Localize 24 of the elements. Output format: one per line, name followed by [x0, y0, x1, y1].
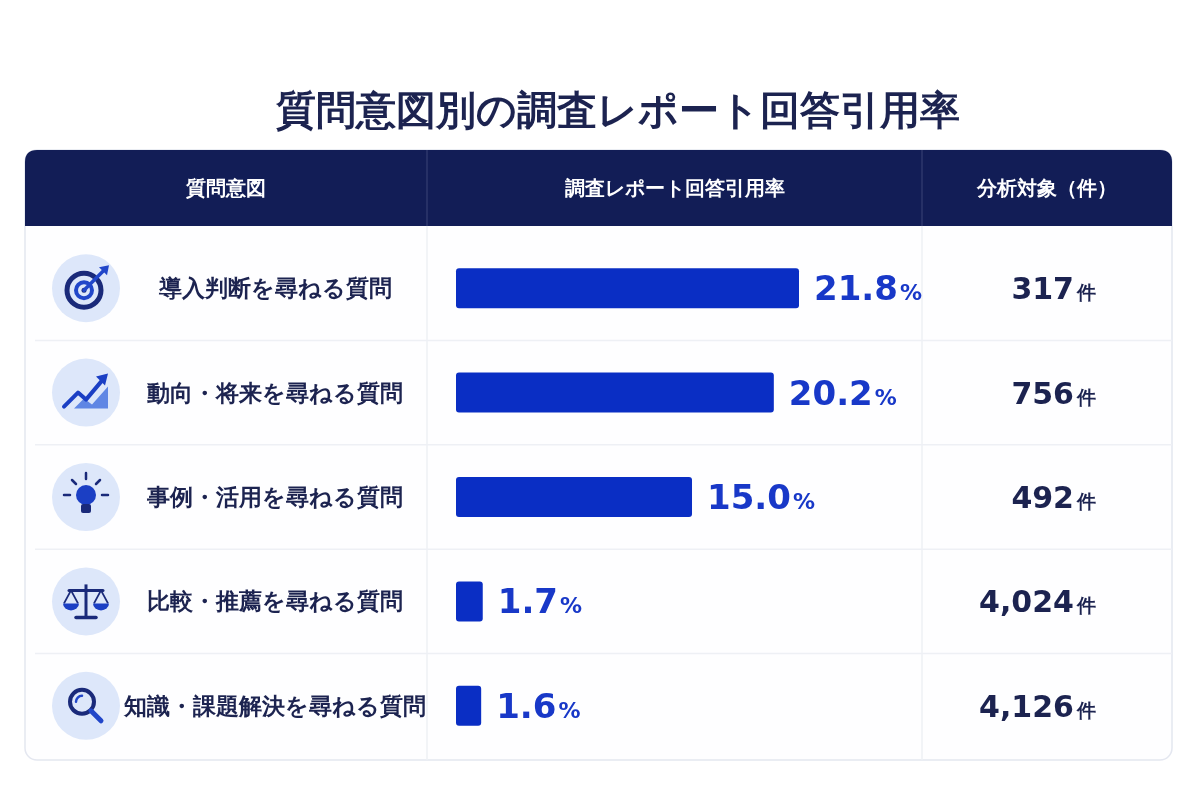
y-tick-label: 導入判断を尋ねる質問: [157, 275, 392, 302]
bar: [456, 581, 483, 622]
bar: [456, 268, 799, 309]
bar: [456, 477, 693, 517]
y2-tick-label: 756件: [1011, 375, 1096, 411]
y2-tick-label: 4,024件: [979, 584, 1096, 620]
y2-tick-label: 492件: [1011, 480, 1096, 515]
bar: [456, 685, 482, 726]
data-label: 20.2%: [788, 372, 897, 413]
data-label: 1.7%: [497, 581, 583, 622]
bar: [456, 372, 774, 413]
y-tick-label: 知識・課題解決を尋ねる質問: [123, 692, 426, 719]
text: 分析対象（件）: [976, 176, 1117, 200]
data-label: 21.8%: [814, 268, 922, 309]
y-tick-label: 動向・将来を尋ねる質問: [146, 379, 403, 406]
y-tick-label: 比較・推薦を尋ねる質問: [147, 588, 403, 615]
y-tick-label: 事例・活用を尋ねる質問: [146, 484, 403, 510]
chart-title: 質問意図別の調査レポート回答引用率: [275, 87, 960, 133]
y2-tick-label: 4,126件: [979, 688, 1096, 724]
data-label: 15.0%: [707, 477, 815, 517]
data-label: 1.6%: [496, 685, 581, 726]
y2-tick-label: 317件: [1011, 271, 1096, 307]
y-axis-title: 質問意図: [185, 176, 266, 200]
x-axis-title: 調査レポート回答引用率: [564, 176, 785, 200]
